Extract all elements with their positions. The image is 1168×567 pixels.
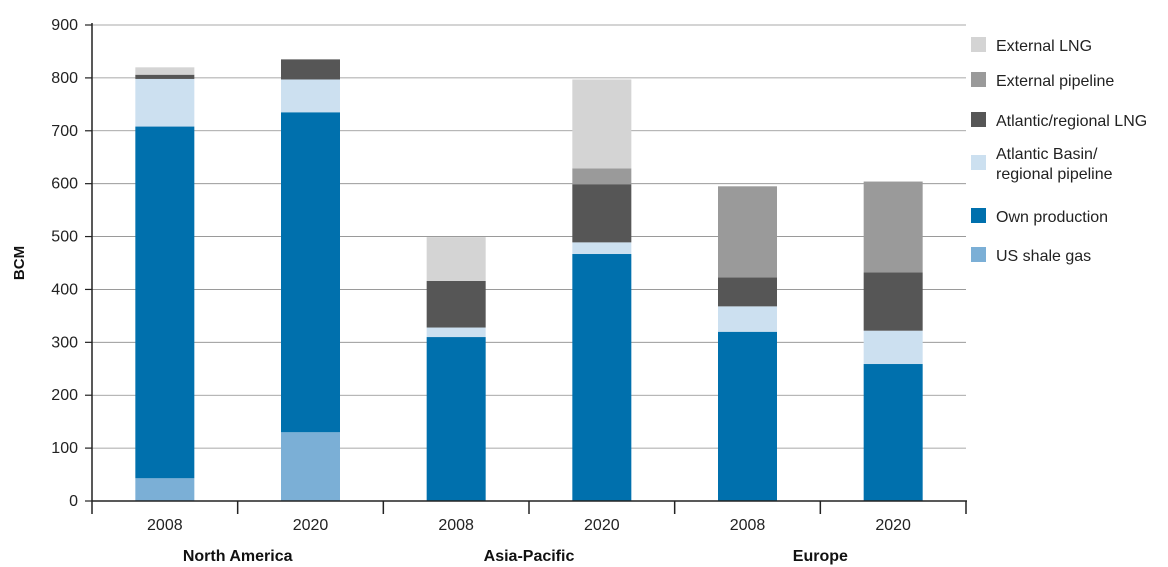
bar-segment-atlantic-regional-lng xyxy=(281,59,340,80)
y-tick-label: 900 xyxy=(51,17,78,34)
gridlines xyxy=(92,24,966,449)
bar-segment-external-lng xyxy=(426,237,486,281)
legend: External LNG External pipeline Atlantic/re… xyxy=(971,37,1147,265)
bar-segment-external-pipeline xyxy=(718,186,777,278)
bar-segment-own-production xyxy=(863,364,923,501)
bar-segment-external-lng xyxy=(135,67,195,75)
bar-segment-own-production xyxy=(281,112,340,433)
bar-segment-atlantic-basin-regional-pipeline xyxy=(572,242,632,255)
legend-label-us-shale-gas: US shale gas xyxy=(996,248,1091,265)
bar-segment-atlantic-regional-lng xyxy=(426,280,486,328)
bar-segment-atlantic-basin-regional-pipeline xyxy=(281,79,340,113)
bar-segment-atlantic-regional-lng xyxy=(863,272,923,331)
bar-segment-own-production xyxy=(426,337,486,501)
bar-segment-own-production xyxy=(135,126,195,479)
bar-segment-atlantic-regional-lng xyxy=(572,184,632,243)
x-tick-label: 2020 xyxy=(875,517,911,534)
y-tick-label: 500 xyxy=(51,229,78,246)
legend-label-atlantic-basin-regional-pipeline: Atlantic Basin/ xyxy=(996,146,1098,163)
y-tick-label: 400 xyxy=(51,281,78,298)
y-tick-label: 800 xyxy=(51,70,78,87)
y-tick-label: 0 xyxy=(69,493,78,510)
x-tick-label: 2008 xyxy=(730,517,766,534)
y-tick-label: 200 xyxy=(51,387,78,404)
y-axis-label: BCM xyxy=(11,246,28,280)
legend-label-external-lng: External LNG xyxy=(996,38,1092,55)
bar-segment-external-pipeline xyxy=(572,168,632,185)
bar-segment-atlantic-regional-lng xyxy=(135,74,195,79)
y-tick-label: 300 xyxy=(51,334,78,351)
bar-segment-us-shale-gas xyxy=(281,432,340,501)
x-tick-label: 2020 xyxy=(584,517,620,534)
legend-swatch-atlantic-basin-regional-pipeline xyxy=(971,155,986,170)
bar-segment-external-pipeline xyxy=(863,181,923,273)
group-label: Europe xyxy=(793,548,848,565)
bar-segment-external-lng xyxy=(572,79,632,169)
legend-swatch-own-production xyxy=(971,208,986,223)
group-label: North America xyxy=(183,548,293,565)
legend-label-external-pipeline: External pipeline xyxy=(996,73,1114,90)
bars xyxy=(135,59,923,501)
legend-label-own-production: Own production xyxy=(996,209,1108,226)
y-tick-label: 700 xyxy=(51,123,78,140)
bar-segment-own-production xyxy=(718,331,777,501)
y-tick-label: 600 xyxy=(51,176,78,193)
bar-segment-atlantic-basin-regional-pipeline xyxy=(426,327,486,338)
x-tick-label: 2020 xyxy=(293,517,329,534)
bar-segment-atlantic-regional-lng xyxy=(718,277,777,307)
group-label: Asia-Pacific xyxy=(484,548,575,565)
bar-segment-atlantic-basin-regional-pipeline xyxy=(135,78,195,127)
x-tick-label: 2008 xyxy=(147,517,183,534)
bar-segment-atlantic-basin-regional-pipeline xyxy=(718,306,777,332)
bar-segment-us-shale-gas xyxy=(135,478,195,501)
bar-segment-own-production xyxy=(572,254,632,501)
axes: 0 100 200 300 400 500 600 700 800 900 2008 2020 2008… xyxy=(11,17,967,565)
legend-label-atlantic-regional-lng: Atlantic/regional LNG xyxy=(996,113,1147,130)
bar-segment-atlantic-basin-regional-pipeline xyxy=(863,330,923,365)
legend-swatch-us-shale-gas xyxy=(971,247,986,262)
y-tick-label: 100 xyxy=(51,440,78,457)
x-tick-label: 2008 xyxy=(438,517,474,534)
legend-swatch-external-lng xyxy=(971,37,986,52)
legend-swatch-atlantic-regional-lng xyxy=(971,112,986,127)
legend-swatch-external-pipeline xyxy=(971,72,986,87)
legend-label-atlantic-basin-regional-pipeline: regional pipeline xyxy=(996,166,1113,183)
